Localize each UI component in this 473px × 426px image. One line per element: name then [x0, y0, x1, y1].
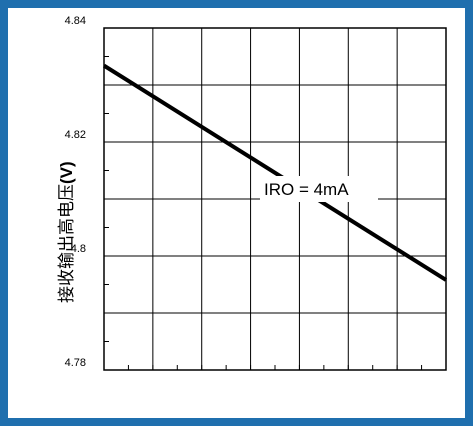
svg-text:接收输出高电压(V): 接收输出高电压(V)	[57, 161, 77, 303]
plot-border	[103, 27, 447, 371]
y-tick-label: 4.84	[65, 15, 86, 27]
series-group	[102, 63, 448, 282]
grid-lines	[104, 28, 446, 370]
annotation-background	[260, 176, 378, 202]
minor-ticks	[104, 56, 423, 370]
annotation-text: IRO = 4mA	[264, 180, 349, 199]
series-line	[102, 63, 448, 282]
y-tick-labels: 4.84 4.82 4.8 4.78	[65, 15, 86, 369]
y-tick-label: 4.78	[65, 357, 86, 369]
y-tick-label: 4.82	[65, 129, 86, 141]
y-axis-label: 接收输出高电压	[57, 184, 77, 303]
y-axis-unit: (V)	[57, 161, 76, 184]
y-tick-label: 4.8	[71, 243, 86, 255]
